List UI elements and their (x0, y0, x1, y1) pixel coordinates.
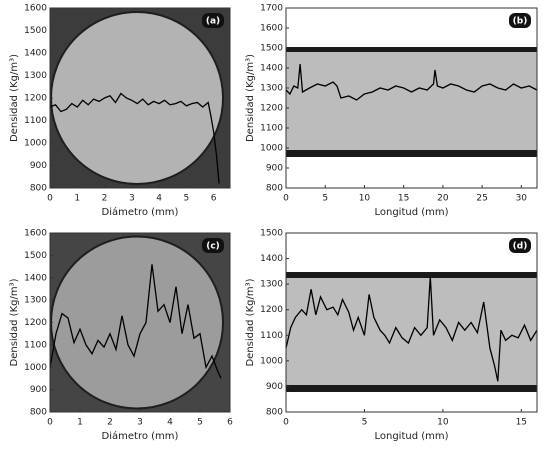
y-tick-label: 1300 (260, 84, 283, 94)
x-axis-title: Longitud (mm) (374, 207, 448, 218)
ct-sample (286, 278, 537, 385)
y-tick-label: 1400 (260, 254, 283, 264)
x-tick-label: 4 (167, 418, 173, 428)
x-tick-label: 1 (77, 418, 83, 428)
x-axis-title: Diámetro (mm) (102, 430, 179, 442)
x-tick-label: 15 (398, 194, 409, 204)
y-axis-title: Densidad (Kg/m³) (9, 54, 20, 142)
panel-label: (d) (513, 242, 528, 252)
y-tick-label: 1200 (260, 104, 283, 114)
y-tick-label: 1400 (260, 64, 283, 74)
y-tick-label: 1200 (24, 318, 47, 328)
x-tick-label: 6 (211, 194, 217, 204)
y-tick-label: 1500 (260, 229, 283, 239)
plot-frame (285, 7, 538, 189)
y-tick-label: 1300 (24, 296, 47, 306)
x-axis-title: Longitud (mm) (374, 431, 448, 442)
x-tick-label: 6 (227, 418, 233, 428)
y-tick-label: 1700 (260, 4, 283, 14)
y-tick-label: 1100 (24, 116, 47, 126)
density-line (285, 63, 538, 101)
x-tick-label: 3 (137, 418, 143, 428)
x-axis-title: Diámetro (mm) (102, 206, 179, 218)
y-tick-label: 1000 (260, 356, 283, 366)
y-tick-label: 1000 (24, 139, 47, 149)
x-tick-label: 5 (322, 194, 328, 204)
panel-label-box (509, 13, 531, 28)
x-tick-label: 0 (47, 194, 53, 204)
ct-sample (50, 235, 224, 410)
y-tick-label: 800 (266, 408, 283, 418)
y-tick-label: 900 (266, 164, 283, 174)
x-tick-label: 20 (437, 194, 449, 204)
density-line (285, 276, 538, 382)
ct-edge (286, 150, 537, 157)
y-tick-label: 1300 (24, 71, 47, 81)
ct-edge (286, 47, 537, 52)
ct-sample (286, 52, 537, 150)
y-tick-label: 1100 (260, 331, 283, 341)
y-tick-label: 800 (30, 408, 47, 418)
panel-label: (c) (206, 242, 220, 252)
x-tick-label: 15 (516, 418, 527, 428)
y-tick-label: 1000 (24, 363, 47, 373)
x-tick-label: 5 (183, 194, 189, 204)
panel-label: (b) (513, 17, 528, 27)
y-tick-label: 900 (30, 161, 47, 171)
x-tick-label: 2 (102, 194, 108, 204)
y-axis-title: Densidad (Kg/m³) (245, 278, 256, 366)
density-line (49, 264, 222, 379)
y-tick-label: 1500 (24, 26, 47, 36)
y-tick-label: 1500 (260, 44, 283, 54)
y-tick-label: 1100 (260, 124, 283, 134)
x-tick-label: 5 (197, 418, 203, 428)
y-axis-title: Densidad (Kg/m³) (245, 54, 256, 142)
y-tick-label: 900 (266, 382, 283, 392)
x-tick-label: 10 (359, 194, 371, 204)
x-tick-label: 0 (283, 418, 289, 428)
y-tick-label: 1200 (260, 305, 283, 315)
panel-label: (a) (206, 17, 220, 27)
panel-label-box (509, 238, 531, 253)
ct-sample (50, 11, 224, 185)
y-tick-label: 800 (266, 184, 283, 194)
panel-label-box (202, 13, 224, 28)
y-tick-label: 1600 (260, 24, 283, 34)
y-tick-label: 1400 (24, 49, 47, 59)
x-tick-label: 10 (437, 418, 449, 428)
plot-frame (285, 232, 538, 413)
x-tick-label: 2 (107, 418, 113, 428)
x-tick-label: 30 (516, 194, 528, 204)
x-tick-label: 3 (129, 194, 135, 204)
x-tick-label: 1 (74, 194, 80, 204)
x-tick-label: 4 (156, 194, 162, 204)
y-tick-label: 1600 (24, 229, 47, 239)
x-tick-label: 0 (47, 418, 53, 428)
density-line (49, 92, 220, 184)
x-tick-label: 25 (476, 194, 487, 204)
y-tick-label: 1300 (260, 280, 283, 290)
y-tick-label: 1600 (24, 4, 47, 14)
y-tick-label: 1200 (24, 94, 47, 104)
ct-edge (286, 385, 537, 392)
y-tick-label: 800 (30, 184, 47, 194)
y-tick-label: 1500 (24, 251, 47, 261)
x-tick-label: 5 (362, 418, 368, 428)
y-axis-title: Densidad (Kg/m³) (9, 278, 20, 366)
ct-edge (286, 272, 537, 278)
y-tick-label: 900 (30, 385, 47, 395)
y-tick-label: 1000 (260, 144, 283, 154)
y-tick-label: 1400 (24, 273, 47, 283)
panel-label-box (202, 238, 224, 253)
y-tick-label: 1100 (24, 340, 47, 350)
x-tick-label: 0 (283, 194, 289, 204)
